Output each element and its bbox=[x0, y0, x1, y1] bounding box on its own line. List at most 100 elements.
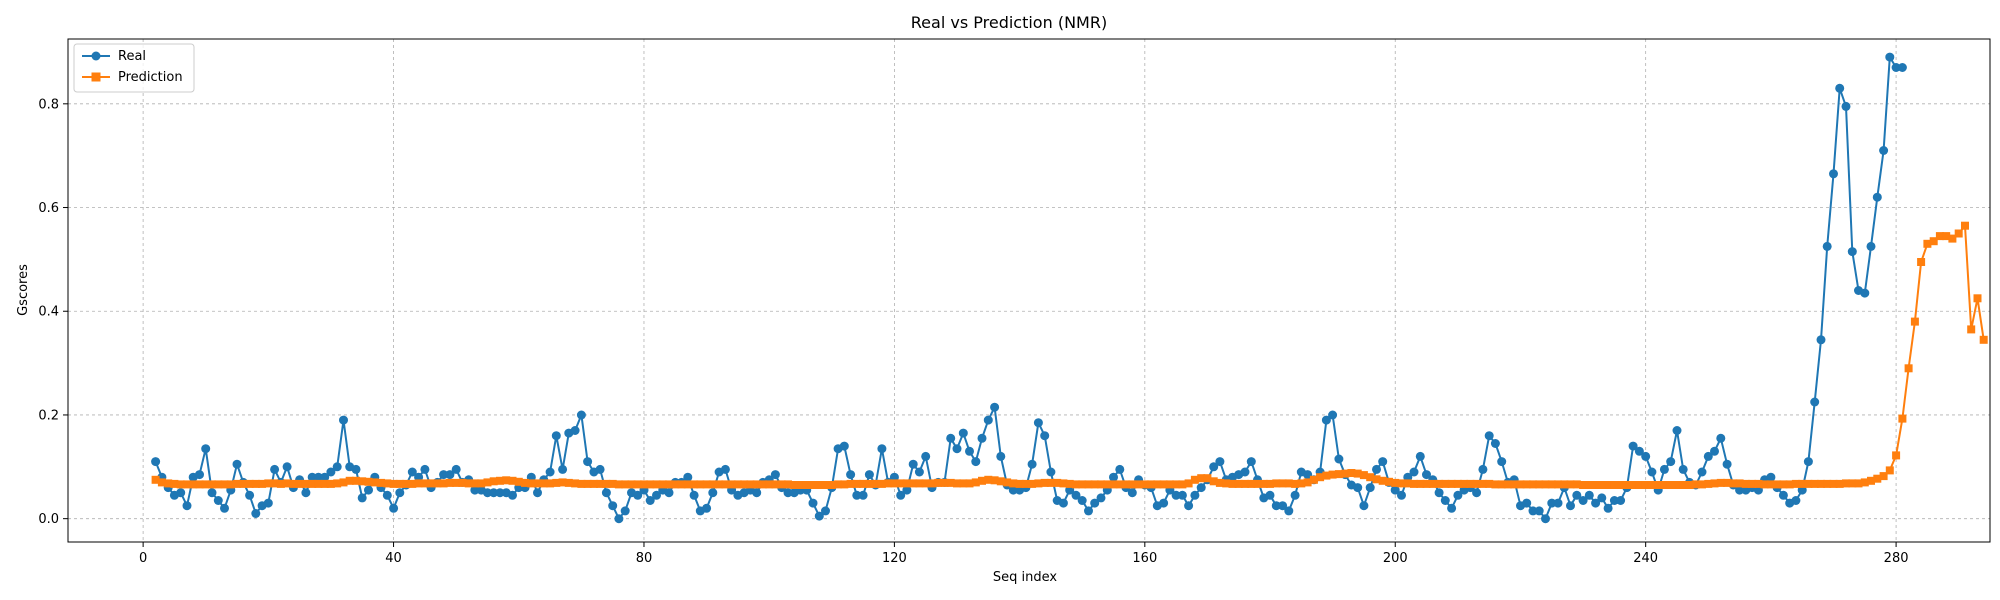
data-point-prediction bbox=[1591, 481, 1600, 489]
data-point-prediction bbox=[1021, 479, 1030, 488]
data-point-real bbox=[821, 506, 830, 516]
data-point-prediction bbox=[1253, 479, 1262, 488]
x-tick-label: 200 bbox=[1383, 551, 1408, 566]
data-point-real bbox=[1641, 451, 1651, 461]
data-point-real bbox=[1190, 490, 1200, 500]
data-point-prediction bbox=[608, 479, 617, 488]
data-point-real bbox=[1422, 470, 1431, 480]
data-point-prediction bbox=[1341, 469, 1350, 478]
data-point-prediction bbox=[752, 480, 761, 489]
data-point-prediction bbox=[1829, 479, 1838, 488]
data-point-real bbox=[1184, 501, 1194, 511]
data-point-prediction bbox=[1879, 472, 1888, 481]
data-point-prediction bbox=[1084, 480, 1093, 489]
data-point-prediction bbox=[1190, 475, 1199, 484]
data-point-prediction bbox=[195, 480, 204, 489]
data-point-real bbox=[1415, 451, 1425, 461]
data-point-real bbox=[1572, 490, 1582, 500]
data-point-prediction bbox=[1228, 479, 1237, 488]
data-point-real bbox=[1071, 490, 1081, 500]
data-point-prediction bbox=[1491, 480, 1500, 489]
data-point-prediction bbox=[358, 477, 367, 486]
legend-prediction-marker bbox=[91, 72, 101, 82]
data-point-real bbox=[1171, 490, 1181, 500]
data-point-prediction bbox=[1735, 479, 1744, 488]
data-point-prediction bbox=[1867, 476, 1875, 485]
data-point-real bbox=[301, 488, 311, 498]
data-point-prediction bbox=[1579, 481, 1588, 489]
data-point-prediction bbox=[1303, 478, 1312, 487]
data-point-real bbox=[1490, 439, 1500, 448]
data-point-real bbox=[1810, 397, 1820, 407]
data-point-prediction bbox=[533, 479, 542, 488]
data-point-prediction bbox=[1472, 479, 1481, 488]
data-point-prediction bbox=[377, 478, 385, 487]
data-point-real bbox=[1541, 514, 1550, 524]
x-tick-label: 80 bbox=[636, 551, 653, 566]
data-point-real bbox=[1722, 459, 1732, 469]
data-point-prediction bbox=[721, 480, 730, 489]
data-point-prediction bbox=[1197, 474, 1206, 483]
data-point-prediction bbox=[577, 479, 586, 488]
data-point-prediction bbox=[877, 479, 886, 488]
data-point-prediction bbox=[1554, 480, 1562, 489]
data-point-prediction bbox=[1691, 480, 1700, 489]
data-point-prediction bbox=[214, 480, 223, 489]
data-point-real bbox=[1666, 457, 1676, 467]
data-point-prediction bbox=[1885, 466, 1894, 475]
data-point-prediction bbox=[1929, 237, 1938, 246]
data-point-prediction bbox=[521, 478, 529, 487]
data-point-prediction bbox=[1397, 479, 1406, 488]
data-point-real bbox=[395, 488, 405, 498]
data-point-real bbox=[620, 506, 630, 516]
data-point-real bbox=[1077, 496, 1087, 505]
data-point-prediction bbox=[1309, 475, 1318, 484]
data-point-prediction bbox=[1172, 480, 1181, 489]
data-point-prediction bbox=[1673, 481, 1681, 489]
data-point-real bbox=[551, 431, 561, 441]
data-point-prediction bbox=[765, 480, 774, 489]
data-point-prediction bbox=[1604, 481, 1613, 489]
data-point-real bbox=[1697, 467, 1707, 477]
data-point-prediction bbox=[1973, 294, 1982, 303]
data-point-real bbox=[683, 472, 693, 482]
data-point-prediction bbox=[733, 480, 742, 489]
data-point-real bbox=[814, 511, 824, 521]
data-point-prediction bbox=[1967, 325, 1976, 334]
data-point-real bbox=[1472, 488, 1482, 498]
data-point-prediction bbox=[984, 475, 993, 484]
data-point-prediction bbox=[483, 478, 492, 487]
data-point-prediction bbox=[959, 479, 968, 488]
data-point-real bbox=[339, 415, 348, 425]
data-point-real bbox=[1879, 146, 1889, 155]
x-axis-ticks: 0 40 80 120 160 200 240 280 bbox=[139, 542, 1909, 566]
plot-frame bbox=[67, 38, 1991, 543]
data-point-prediction bbox=[1641, 481, 1650, 489]
data-point-real bbox=[1647, 467, 1657, 477]
data-point-prediction bbox=[740, 480, 749, 489]
data-point-prediction bbox=[1729, 479, 1738, 488]
data-point-real bbox=[921, 451, 931, 461]
data-point-prediction bbox=[1353, 469, 1362, 478]
data-point-prediction bbox=[1497, 480, 1506, 489]
data-point-real bbox=[1591, 498, 1601, 508]
data-point-real bbox=[1046, 467, 1056, 477]
data-point-prediction bbox=[965, 479, 974, 488]
data-point-real bbox=[508, 490, 517, 500]
legend-prediction-label: Prediction bbox=[118, 70, 183, 85]
data-point-real bbox=[195, 470, 204, 480]
data-point-prediction bbox=[1009, 479, 1018, 488]
data-point-real bbox=[1115, 464, 1125, 474]
data-point-prediction bbox=[1441, 479, 1450, 488]
chart-title: Real vs Prediction (NMR) bbox=[911, 13, 1107, 32]
data-point-real bbox=[946, 433, 956, 443]
data-point-real bbox=[1816, 335, 1826, 345]
data-point-prediction bbox=[1334, 470, 1343, 479]
data-point-real bbox=[1628, 441, 1638, 451]
data-point-real bbox=[357, 493, 367, 503]
data-point-prediction bbox=[1942, 232, 1951, 241]
data-point-real bbox=[351, 464, 361, 474]
data-point-prediction bbox=[1704, 479, 1713, 488]
data-point-prediction bbox=[815, 481, 824, 489]
data-point-prediction bbox=[1848, 479, 1857, 488]
